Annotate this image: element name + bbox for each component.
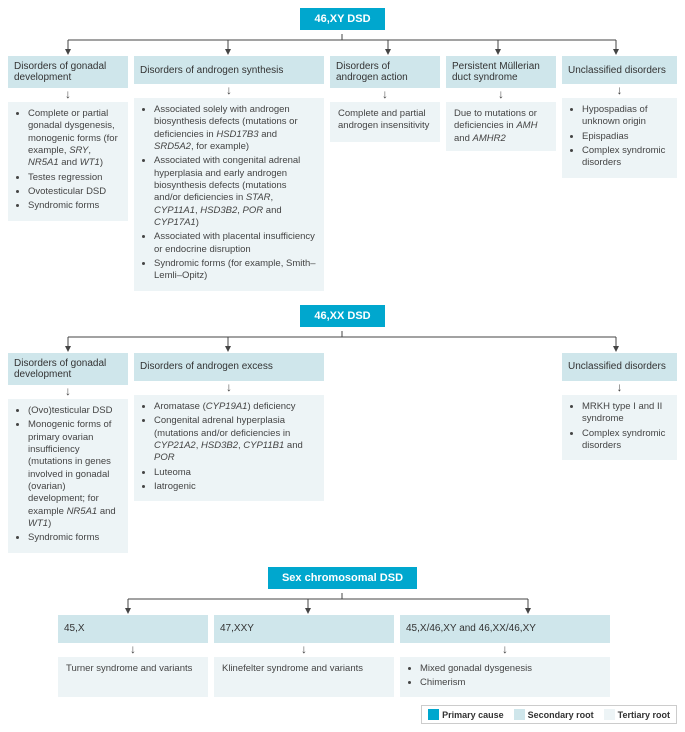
box-androgen-exc: Aromatase (CYP19A1) deficiencyCongenital… [134,395,324,501]
legend-secondary: Secondary root [514,709,594,720]
box-gonadal-xy: Complete or partial gonadal dysgenesis, … [8,102,128,221]
list-androgen-syn: Associated solely with androgen biosynth… [142,104,316,283]
head-gonadal-xy: Disorders of gonadal development [8,56,128,88]
legend-primary: Primary cause [428,709,504,720]
list-gonadal-xy: Complete or partial gonadal dysgenesis, … [16,108,120,213]
connector-2 [8,331,677,353]
box-47xxy: Klinefelter syndrome and variants [214,657,394,697]
box-45x: Turner syndrome and variants [58,657,208,697]
col-47xxy: 47,XXY ↓ Klinefelter syndrome and varian… [214,615,394,697]
head-mullerian: Persistent Müllerian duct syndrome [446,56,556,88]
text-mullerian: Due to mutations or deficiencies in AMH … [454,108,548,145]
head-unclass-xy: Unclassified disorders [562,56,677,84]
arrow-icon: ↓ [562,381,677,393]
connector-3 [58,593,627,615]
list-gonadal-xx: (Ovo)testicular DSDMonogenic forms of pr… [16,405,120,545]
col-45x: 45,X ↓ Turner syndrome and variants [58,615,208,697]
section-46xx: 46,XX DSD Disorders of gonadal developme… [8,305,677,553]
col-androgen-act: Disorders of androgen action ↓ Complete … [330,56,440,142]
legend-tertiary: Tertiary root [604,709,670,720]
legend: Primary cause Secondary root Tertiary ro… [421,705,677,724]
box-androgen-syn: Associated solely with androgen biosynth… [134,98,324,291]
text-androgen-act: Complete and partial androgen insensitiv… [338,108,432,133]
text-47xxy: Klinefelter syndrome and variants [222,663,386,675]
col-gonadal-xy: Disorders of gonadal development ↓ Compl… [8,56,128,221]
col-unclass-xx: Unclassified disorders ↓ MRKH type I and… [562,353,677,460]
box-unclass-xy: Hypospadias of unknown originEpispadiasC… [562,98,677,178]
box-unclass-xx: MRKH type I and II syndromeComplex syndr… [562,395,677,460]
list-unclass-xx: MRKH type I and II syndromeComplex syndr… [570,401,669,452]
arrow-icon: ↓ [214,643,394,655]
swatch-secondary [514,709,525,720]
arrow-icon: ↓ [58,643,208,655]
section-46xy: 46,XY DSD Disorders of gonadal developme… [8,8,677,291]
text-45x: Turner syndrome and variants [66,663,200,675]
arrow-icon: ↓ [400,643,610,655]
arrow-icon: ↓ [446,88,556,100]
box-mullerian: Due to mutations or deficiencies in AMH … [446,102,556,151]
head-unclass-xx: Unclassified disorders [562,353,677,381]
row-46xy: Disorders of gonadal development ↓ Compl… [8,56,677,291]
root-46xy: 46,XY DSD [300,8,384,30]
root-46xx: 46,XX DSD [300,305,384,327]
head-androgen-syn: Disorders of androgen synthesis [134,56,324,84]
head-androgen-act: Disorders of androgen action [330,56,440,88]
arrow-icon: ↓ [8,88,128,100]
col-androgen-syn: Disorders of androgen synthesis ↓ Associ… [134,56,324,291]
arrow-icon: ↓ [330,88,440,100]
box-gonadal-xx: (Ovo)testicular DSDMonogenic forms of pr… [8,399,128,553]
head-mosaic: 45,X/46,XY and 46,XX/46,XY [400,615,610,643]
col-mosaic: 45,X/46,XY and 46,XX/46,XY ↓ Mixed gonad… [400,615,610,698]
head-gonadal-xx: Disorders of gonadal development [8,353,128,385]
col-gonadal-xx: Disorders of gonadal development ↓ (Ovo)… [8,353,128,553]
connector-1 [8,34,677,56]
box-mosaic: Mixed gonadal dysgenesisChimerism [400,657,610,698]
row-sexchrom: 45,X ↓ Turner syndrome and variants 47,X… [58,615,627,698]
head-androgen-exc: Disorders of androgen excess [134,353,324,381]
list-unclass-xy: Hypospadias of unknown originEpispadiasC… [570,104,669,170]
section-sexchrom: Sex chromosomal DSD 45,X ↓ Turner syndro… [58,567,627,698]
swatch-tertiary [604,709,615,720]
head-47xxy: 47,XXY [214,615,394,643]
arrow-icon: ↓ [8,385,128,397]
arrow-icon: ↓ [134,84,324,96]
row-46xx: Disorders of gonadal development ↓ (Ovo)… [8,353,677,553]
root-sexchrom: Sex chromosomal DSD [268,567,417,589]
head-45x: 45,X [58,615,208,643]
arrow-icon: ↓ [562,84,677,96]
swatch-primary [428,709,439,720]
col-unclass-xy: Unclassified disorders ↓ Hypospadias of … [562,56,677,178]
col-mullerian: Persistent Müllerian duct syndrome ↓ Due… [446,56,556,151]
list-androgen-exc: Aromatase (CYP19A1) deficiencyCongenital… [142,401,316,493]
list-mosaic: Mixed gonadal dysgenesisChimerism [408,663,602,690]
arrow-icon: ↓ [134,381,324,393]
col-androgen-exc: Disorders of androgen excess ↓ Aromatase… [134,353,324,501]
box-androgen-act: Complete and partial androgen insensitiv… [330,102,440,142]
